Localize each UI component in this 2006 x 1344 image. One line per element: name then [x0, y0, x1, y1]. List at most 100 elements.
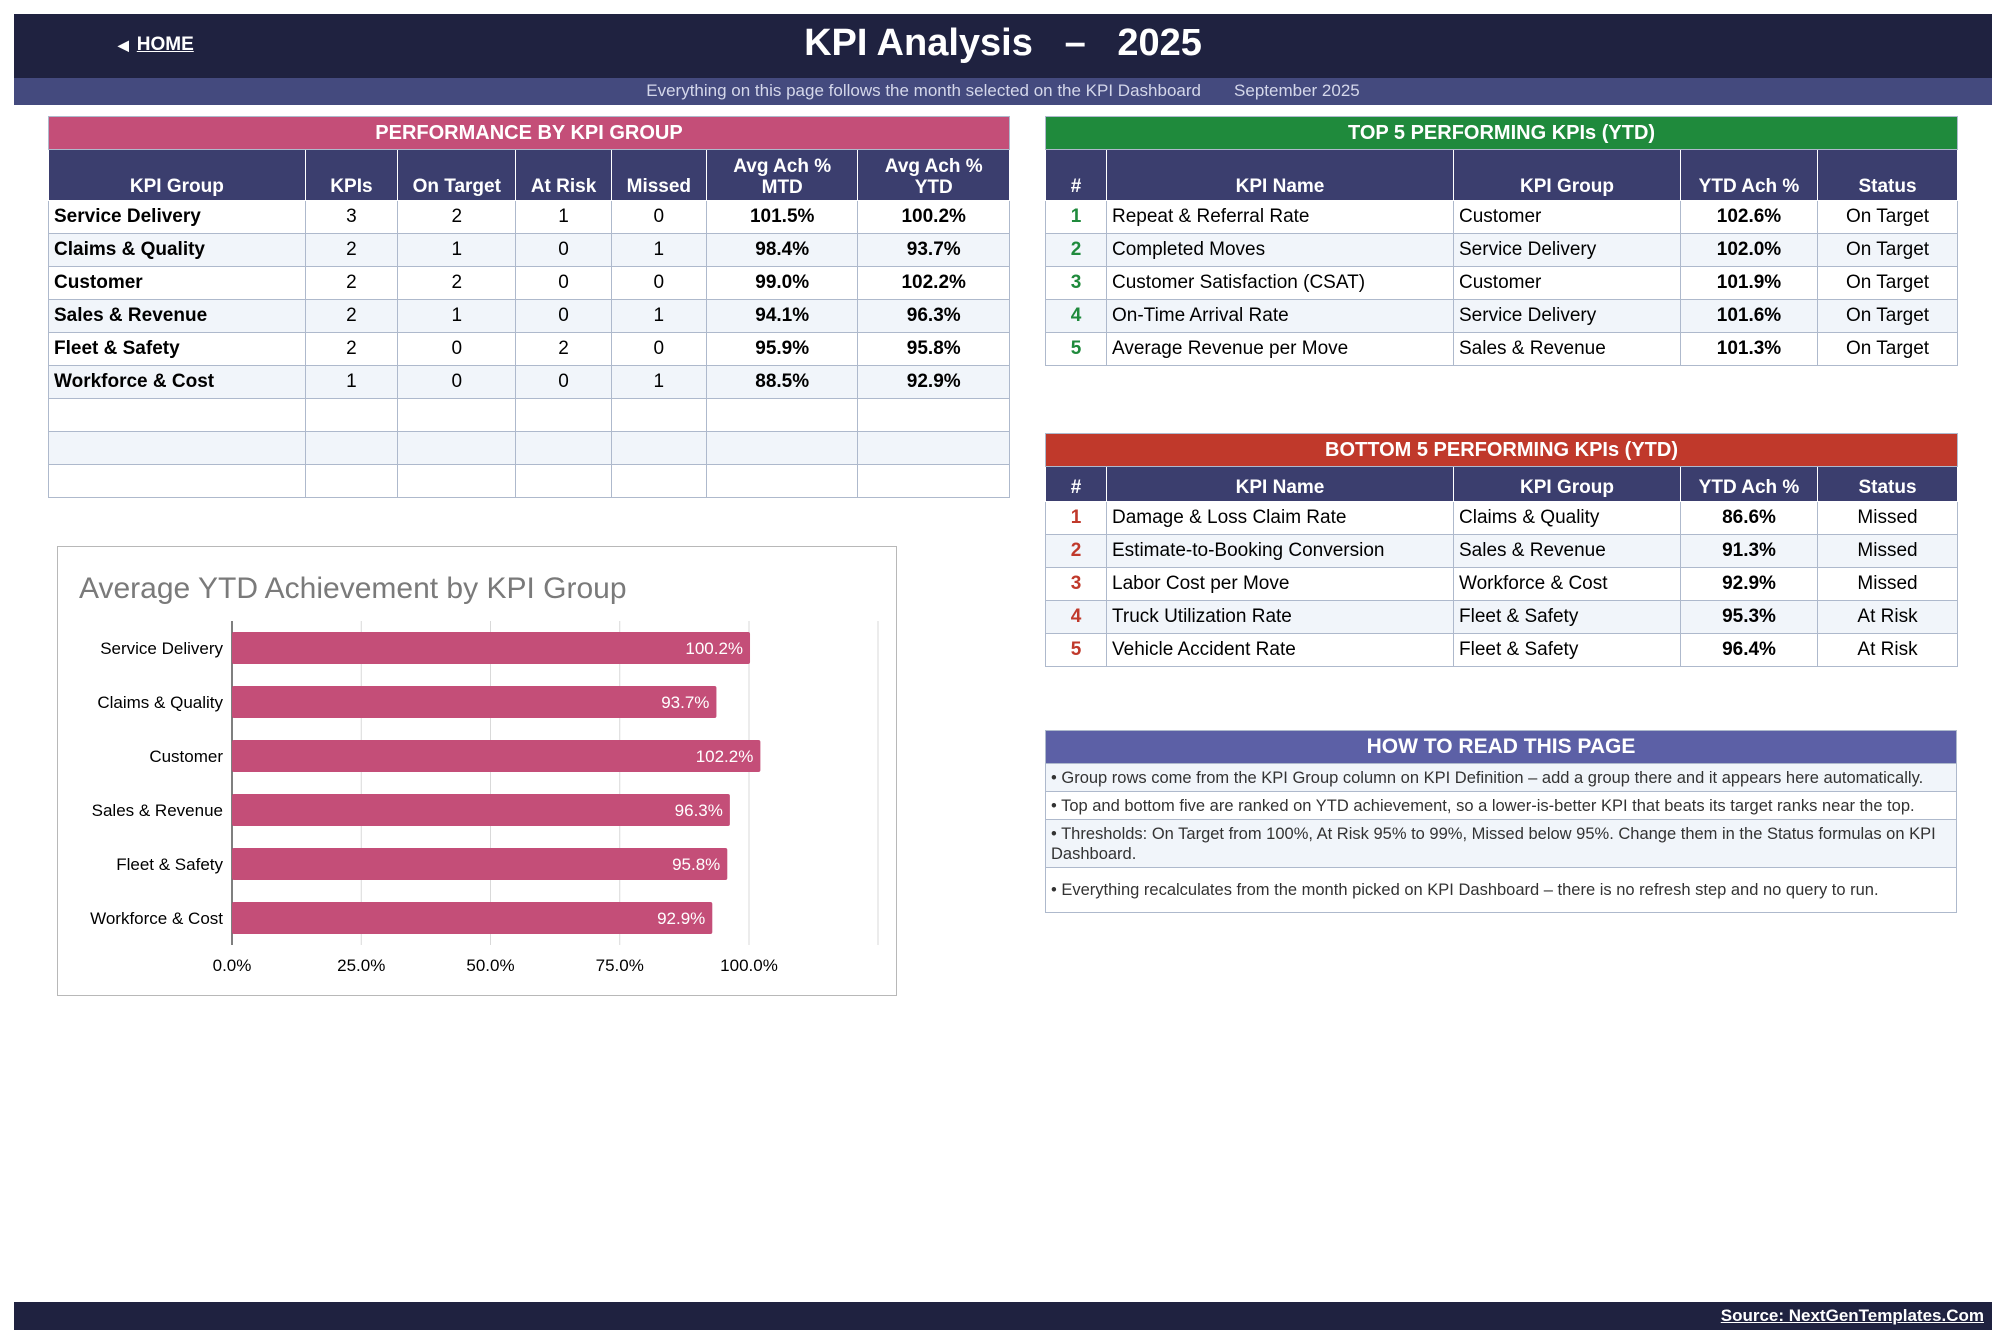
bottom5-col-status: Status	[1817, 466, 1958, 502]
page-title-dash: –	[1064, 22, 1086, 64]
cell-group	[48, 398, 306, 432]
chart-bar[interactable]	[232, 848, 728, 880]
cell-group: Service Delivery	[1453, 233, 1681, 267]
cell-mtd	[705, 464, 859, 498]
col-avg-mtd: Avg Ach % MTD	[705, 149, 859, 201]
cell-rank: 3	[1045, 567, 1107, 601]
cell-status: At Risk	[1817, 600, 1958, 634]
col-missed: Missed	[610, 149, 707, 201]
chart-tick-label: 0.0%	[213, 956, 252, 975]
cell-group: Claims & Quality	[48, 233, 306, 267]
cell-name: Damage & Loss Claim Rate	[1106, 501, 1454, 535]
cell-at-risk	[515, 464, 612, 498]
chart-svg: Average YTD Achievement by KPI Group 100…	[79, 572, 879, 975]
bottom5-col-name: KPI Name	[1106, 466, 1454, 502]
cell-ytd	[857, 464, 1010, 498]
cell-status: On Target	[1816, 332, 1959, 366]
cell-mtd: 99.0%	[705, 266, 859, 300]
chart-category-labels: Service Delivery Claims & Quality Customer…	[90, 639, 223, 928]
cell-group: Fleet & Safety	[48, 332, 306, 366]
cell-missed	[610, 398, 707, 432]
table-row	[48, 431, 1010, 465]
cell-ytd: 102.0%	[1680, 233, 1818, 267]
cell-rank: 2	[1045, 233, 1107, 267]
chart-data-label: 95.8%	[672, 855, 720, 874]
cell-at-risk: 0	[515, 266, 612, 300]
cell-rank: 3	[1045, 266, 1107, 300]
ytd-achievement-chart[interactable]: Average YTD Achievement by KPI Group 100…	[57, 546, 897, 996]
chart-category-label: Sales & Revenue	[92, 801, 223, 820]
cell-name: Labor Cost per Move	[1106, 567, 1454, 601]
source-link[interactable]: Source: NextGenTemplates.Com	[1720, 1306, 1984, 1325]
cell-group: Service Delivery	[48, 200, 306, 234]
cell-name: Truck Utilization Rate	[1106, 600, 1454, 634]
selected-month: September 2025	[1234, 81, 1360, 100]
table-row: Service Delivery 3 2 1 0 101.5% 100.2%	[48, 200, 1010, 234]
top5-col-ytd: YTD Ach %	[1680, 149, 1818, 201]
cell-group	[48, 431, 306, 465]
group-performance-table: PERFORMANCE BY KPI GROUP KPI Group KPIs …	[48, 116, 1010, 498]
title-bar	[14, 14, 1992, 78]
cell-status: Missed	[1817, 567, 1958, 601]
bottom5-table: BOTTOM 5 PERFORMING KPIs (YTD) # KPI Nam…	[1045, 433, 1958, 667]
chart-data-label: 93.7%	[661, 693, 709, 712]
cell-ytd: 96.4%	[1680, 633, 1818, 667]
cell-ytd: 92.9%	[857, 365, 1010, 399]
cell-ytd	[857, 431, 1010, 465]
chart-tick-label: 25.0%	[337, 956, 385, 975]
chart-tick-labels: 0.0% 25.0% 50.0% 75.0% 100.0%	[213, 956, 778, 975]
cell-ytd: 100.2%	[857, 200, 1010, 234]
subtitle-text: Everything on this page follows the mont…	[646, 81, 1201, 100]
cell-at-risk: 0	[515, 233, 612, 267]
cell-kpis: 1	[304, 365, 399, 399]
cell-name: Completed Moves	[1106, 233, 1454, 267]
cell-kpis	[304, 464, 399, 498]
cell-mtd: 88.5%	[705, 365, 859, 399]
group-table-banner: PERFORMANCE BY KPI GROUP	[48, 116, 1010, 150]
cell-ytd: 102.2%	[857, 266, 1010, 300]
cell-kpis: 2	[304, 299, 399, 333]
table-row: 1 Repeat & Referral Rate Customer 102.6% On …	[1045, 200, 1959, 234]
chart-bar[interactable]	[232, 632, 751, 664]
table-row: Workforce & Cost 1 0 0 1 88.5% 92.9%	[48, 365, 1010, 399]
page-title-text: KPI Analysis	[804, 22, 1033, 64]
col-on-target: On Target	[397, 149, 517, 201]
cell-missed: 1	[610, 233, 707, 267]
table-row: 5 Average Revenue per Move Sales & Revenue…	[1045, 332, 1959, 366]
col-at-risk: At Risk	[515, 149, 612, 201]
top5-col-status: Status	[1816, 149, 1959, 201]
chart-bar[interactable]	[232, 740, 761, 772]
bottom5-col-ytd: YTD Ach %	[1680, 466, 1818, 502]
cell-status: Missed	[1817, 534, 1958, 568]
chart-category-label: Claims & Quality	[97, 693, 223, 712]
chart-bar[interactable]	[232, 794, 730, 826]
chart-bar[interactable]	[232, 686, 717, 718]
chart-tick-label: 50.0%	[466, 956, 514, 975]
cell-on-target: 0	[397, 332, 517, 366]
cell-on-target: 2	[397, 200, 517, 234]
cell-missed	[610, 464, 707, 498]
bottom5-banner: BOTTOM 5 PERFORMING KPIs (YTD)	[1045, 433, 1958, 467]
top5-table: TOP 5 PERFORMING KPIs (YTD) # KPI Name K…	[1044, 116, 1959, 366]
col-kpi-group: KPI Group	[48, 149, 306, 201]
cell-on-target: 0	[397, 365, 517, 399]
table-row: 3 Customer Satisfaction (CSAT) Customer 101…	[1045, 266, 1959, 300]
cell-ytd: 91.3%	[1680, 534, 1818, 568]
cell-name: Vehicle Accident Rate	[1106, 633, 1454, 667]
cell-status: On Target	[1816, 233, 1959, 267]
cell-ytd: 95.3%	[1680, 600, 1818, 634]
cell-mtd: 95.9%	[705, 332, 859, 366]
cell-on-target	[397, 431, 517, 465]
cell-kpis: 3	[304, 200, 399, 234]
cell-group: Sales & Revenue	[1453, 534, 1681, 568]
home-link[interactable]: ◀ HOME	[118, 34, 194, 56]
chart-bar[interactable]	[232, 902, 713, 934]
cell-group: Service Delivery	[1453, 299, 1681, 333]
cell-rank: 4	[1045, 299, 1107, 333]
cell-group: Fleet & Safety	[1453, 600, 1681, 634]
cell-on-target: 1	[397, 233, 517, 267]
cell-ytd: 101.9%	[1680, 266, 1818, 300]
cell-ytd: 93.7%	[857, 233, 1010, 267]
page-title-year: 2025	[1117, 22, 1202, 64]
cell-on-target	[397, 398, 517, 432]
